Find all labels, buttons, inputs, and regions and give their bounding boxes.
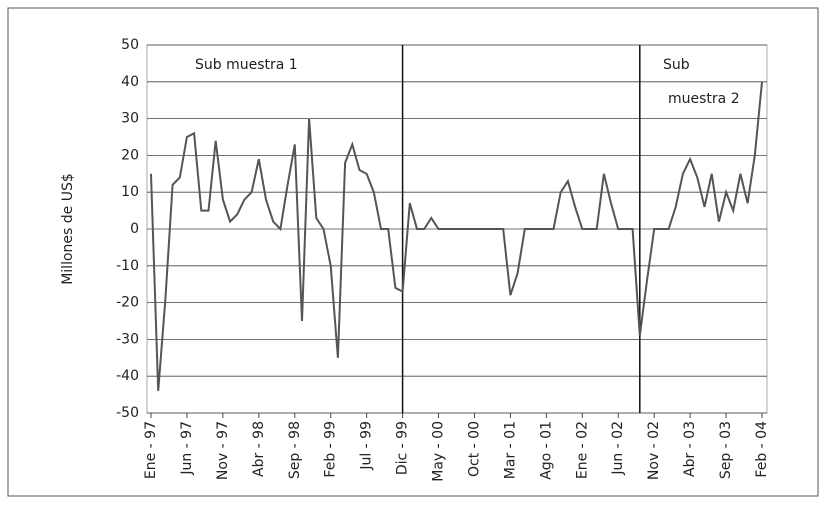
x-tick-label: Jun - 97 [179, 421, 195, 476]
y-tick-label: -40 [116, 368, 139, 384]
y-tick-label: 40 [121, 74, 139, 90]
x-tick-label: Sep - 98 [287, 421, 303, 479]
y-tick-label: 10 [121, 184, 139, 200]
y-tick-label: 20 [121, 147, 139, 163]
frame [7, 7, 819, 497]
y-tick-label: -30 [116, 331, 139, 347]
series-line [150, 81, 763, 391]
annotation: Sub muestra 1 [195, 57, 298, 73]
y-tick-label: -20 [116, 295, 139, 311]
x-tick-label: Feb - 04 [754, 421, 770, 478]
x-tick-label: Ago - 01 [538, 421, 554, 480]
x-tick-label: Ene - 02 [574, 421, 590, 479]
x-tick-label: Sep - 03 [718, 421, 734, 479]
x-tick-label: Oct - 00 [466, 421, 482, 477]
x-tick-label: Mar - 01 [502, 421, 518, 479]
annotation: muestra 2 [668, 91, 740, 107]
x-tick-label: Jun - 02 [610, 421, 626, 476]
x-tick-label: Jul - 99 [359, 421, 375, 471]
y-tick-label: 50 [121, 37, 139, 53]
annotation: Sub [663, 57, 690, 73]
x-tick-label: Feb - 99 [323, 421, 339, 478]
x-tick-label: Nov - 97 [215, 421, 231, 480]
x-tick-label: Abr - 98 [251, 421, 267, 477]
y-tick-label: 30 [121, 111, 139, 127]
x-tick-label: Dic - 99 [395, 421, 411, 475]
y-axis-label: Millones de US$ [60, 173, 76, 285]
x-tick-label: Nov - 02 [646, 421, 662, 480]
x-tick-label: May - 00 [431, 421, 447, 482]
x-tick-label: Ene - 97 [143, 421, 159, 479]
y-tick-label: -10 [116, 258, 139, 274]
x-tick-label: Abr - 03 [682, 421, 698, 477]
y-tick-label: -50 [116, 405, 139, 421]
y-tick-label: 0 [130, 221, 139, 237]
